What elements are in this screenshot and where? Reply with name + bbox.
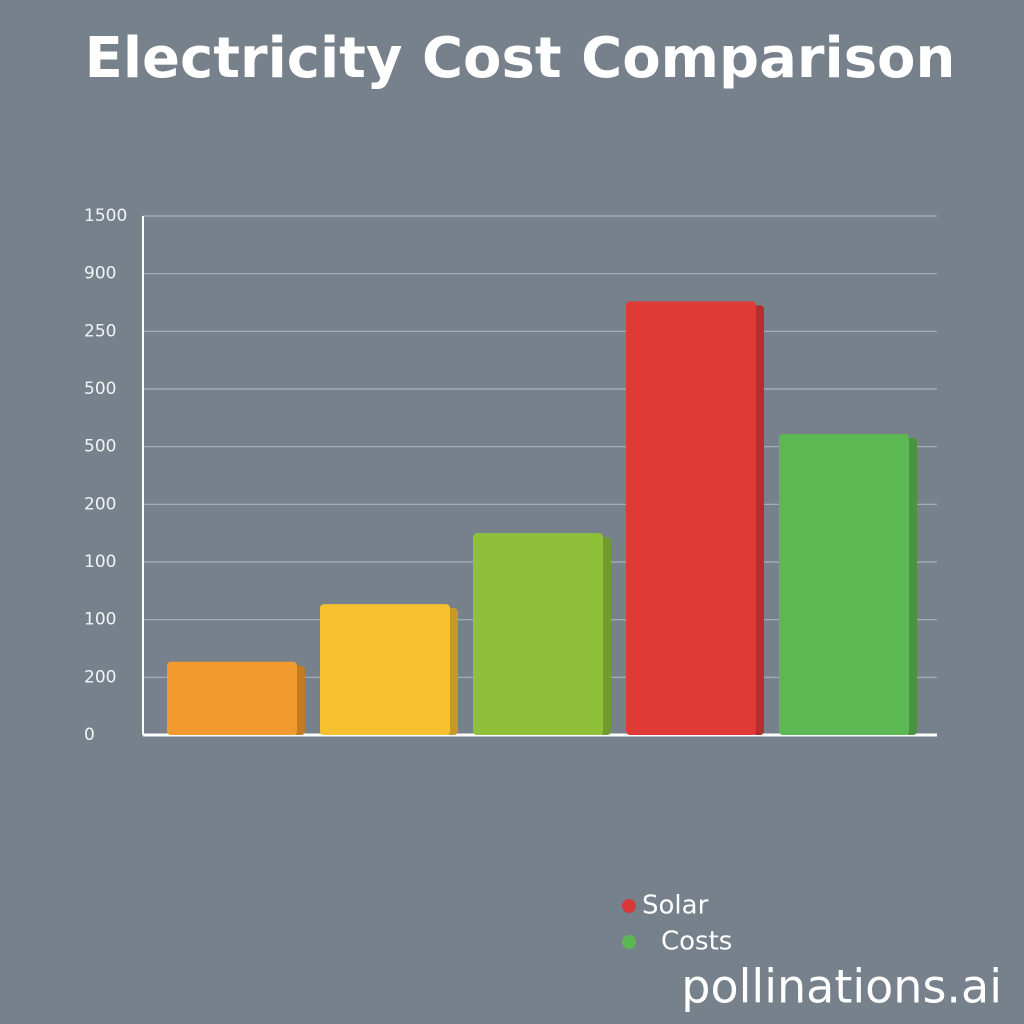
y-tick-label: 500	[84, 437, 116, 457]
y-tick-label: 200	[84, 667, 116, 687]
bar	[626, 301, 756, 735]
watermark: pollinations.ai	[681, 960, 1002, 1014]
bar	[473, 533, 603, 735]
y-tick-label: 250	[84, 321, 116, 341]
chart-title: Electricity Cost Comparison	[85, 26, 956, 91]
y-tick-label: 100	[84, 610, 116, 630]
legend-label: Solar	[642, 891, 709, 921]
y-tick-label: 100	[84, 552, 116, 572]
legend-label: Costs	[661, 927, 732, 957]
y-tick-label: 900	[84, 264, 116, 284]
y-tick-label: 500	[84, 379, 116, 399]
legend-marker	[622, 899, 636, 913]
y-tick-label: 1500	[84, 206, 127, 226]
legend-marker	[622, 935, 636, 949]
y-tick-label: 200	[84, 494, 116, 514]
bar	[167, 661, 297, 735]
bar	[320, 604, 450, 735]
bar	[779, 433, 909, 735]
y-tick-label: 0	[84, 725, 95, 745]
